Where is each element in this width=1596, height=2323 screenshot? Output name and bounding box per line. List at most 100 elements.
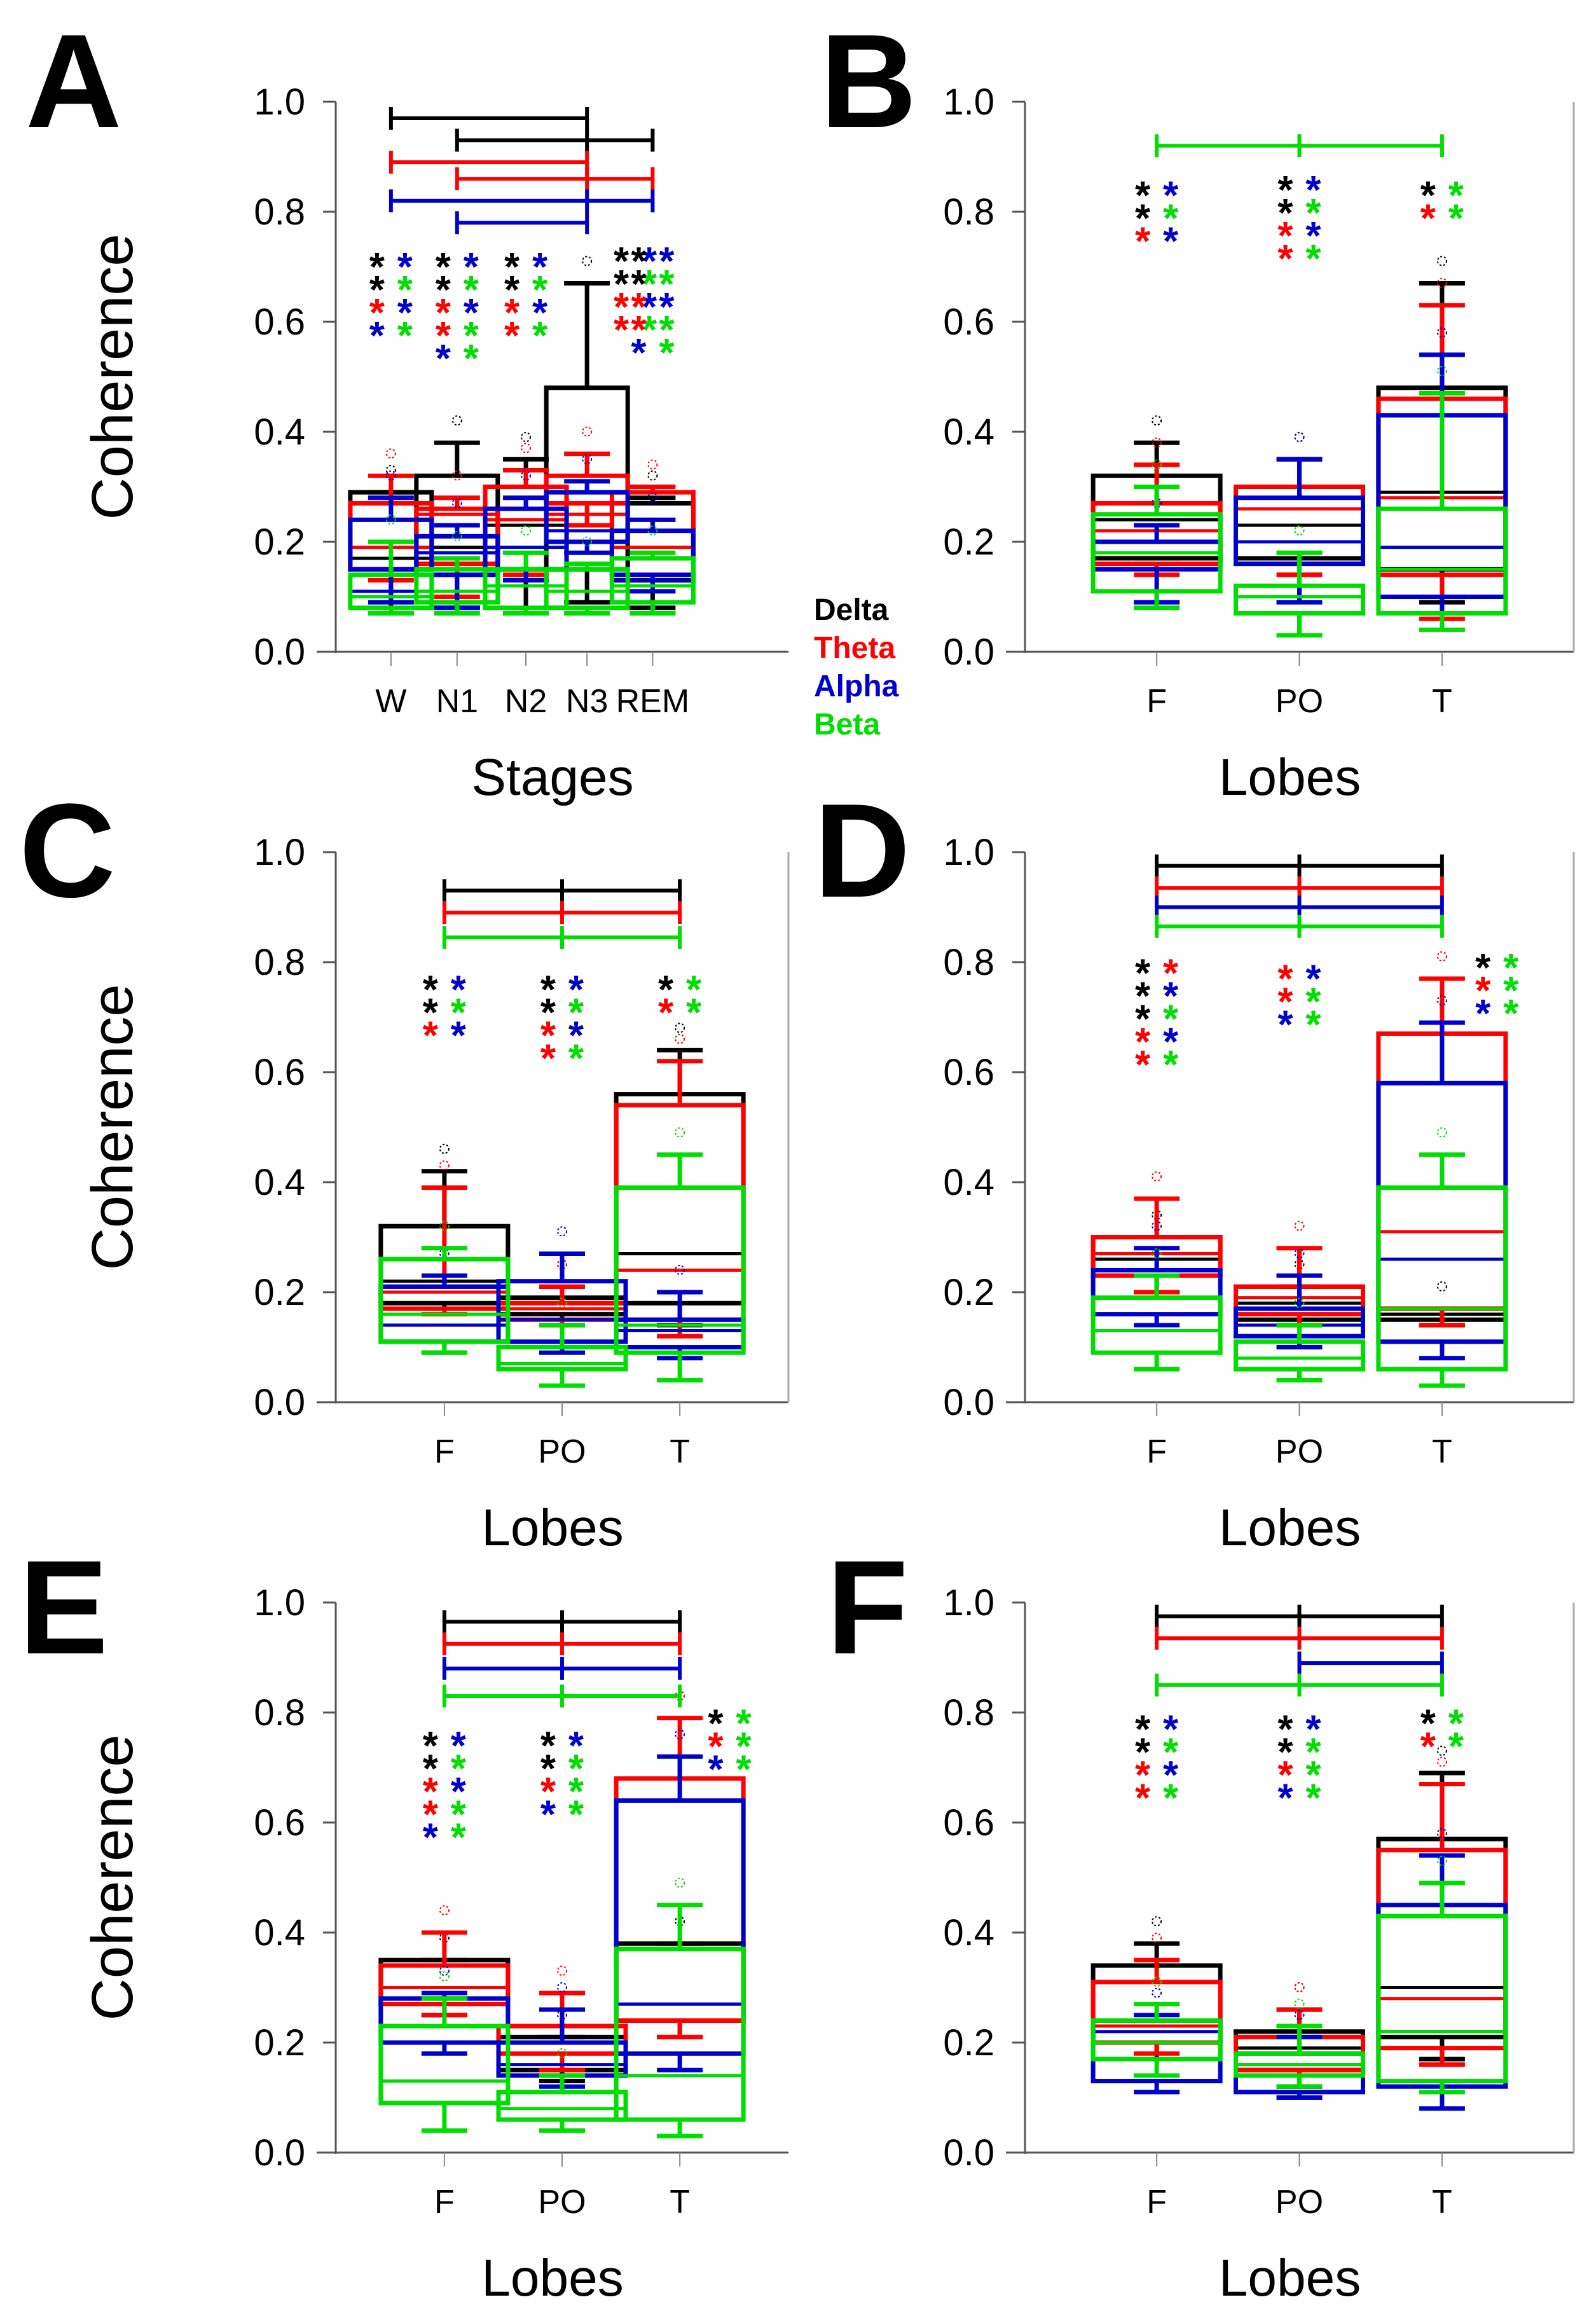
- outlier-point: [1436, 366, 1447, 376]
- significance-star: *: [464, 291, 479, 335]
- box-beta: [609, 556, 696, 605]
- significance-star: *: [659, 240, 675, 284]
- significance-star: *: [436, 291, 451, 335]
- significance-star: *: [1277, 980, 1293, 1024]
- box-alpha: [1090, 1267, 1223, 1317]
- significance-star: *: [1163, 1044, 1179, 1087]
- outlier-point: [1152, 1220, 1162, 1231]
- box-beta: [1376, 506, 1508, 616]
- outlier-point: [1436, 1127, 1447, 1138]
- outlier-point: [439, 1971, 450, 1982]
- legend-item-theta: Theta: [814, 631, 896, 665]
- y-tick-label: 0.4: [254, 411, 305, 453]
- significance-star: *: [451, 1793, 467, 1837]
- box-alpha: [414, 534, 500, 577]
- outlier-point: [451, 530, 462, 541]
- outlier-point: [1152, 1976, 1162, 1987]
- outlier-point: [675, 1877, 685, 1888]
- box-beta: [614, 1185, 746, 1355]
- outlier-point: [1294, 1248, 1305, 1259]
- outlier-point: [557, 1982, 567, 1993]
- box-theta: [544, 473, 630, 506]
- y-tick-label: 0.8: [943, 942, 994, 983]
- significance-star: *: [1163, 1753, 1179, 1797]
- outlier-point: [521, 525, 532, 536]
- outlier-point: [451, 415, 462, 426]
- y-tick-label: 0.6: [254, 1802, 305, 1844]
- x-tick-label: T: [670, 1433, 690, 1470]
- y-tick-label: 0.6: [943, 1802, 994, 1844]
- y-tick-label: 0.4: [943, 411, 994, 453]
- significance-star: *: [451, 1816, 467, 1859]
- significance-star: *: [1135, 196, 1151, 240]
- significance-star: *: [708, 1702, 724, 1746]
- outlier-point: [582, 536, 593, 547]
- significance-star: *: [397, 268, 413, 312]
- outlier-point: [439, 1966, 450, 1976]
- significance-star: *: [614, 240, 629, 284]
- significance-star: *: [568, 1747, 584, 1791]
- significance-star: *: [1163, 1730, 1179, 1774]
- significance-star: *: [540, 991, 556, 1035]
- significance-star: *: [397, 245, 413, 289]
- x-tick-label: F: [1146, 2184, 1167, 2221]
- significance-star: *: [631, 308, 647, 352]
- significance-star: *: [631, 240, 647, 284]
- significance-star: *: [568, 1037, 584, 1081]
- outlier-point: [1152, 1916, 1162, 1927]
- y-tick-label: 0.8: [254, 191, 305, 233]
- y-tick-label: 0.0: [254, 631, 305, 673]
- significance-star: *: [1135, 174, 1151, 217]
- outlier-point: [1294, 525, 1305, 536]
- significance-star: *: [1305, 1707, 1321, 1751]
- significance-star: *: [1277, 1776, 1293, 1820]
- outlier-point: [582, 256, 593, 266]
- significance-star: *: [540, 1724, 556, 1768]
- significance-star: *: [1475, 946, 1491, 990]
- significance-star: *: [540, 968, 556, 1012]
- significance-star: *: [1135, 975, 1151, 1019]
- significance-star: *: [1135, 1753, 1151, 1797]
- significance-star: *: [614, 263, 629, 307]
- x-tick-label: N2: [505, 683, 547, 720]
- box-theta: [614, 1776, 746, 2023]
- y-tick-label: 0.2: [943, 1272, 994, 1313]
- significance-star: *: [1163, 952, 1179, 996]
- significance-star: *: [423, 1816, 439, 1859]
- x-tick-label: T: [1432, 683, 1452, 720]
- legend-item-beta: Beta: [814, 708, 881, 741]
- significance-star: *: [504, 314, 520, 358]
- outlier-point: [1152, 1987, 1162, 1998]
- outlier-point: [385, 514, 396, 525]
- significance-star: *: [464, 245, 479, 289]
- x-tick-label: PO: [1276, 2184, 1323, 2221]
- outlier-point: [1436, 1281, 1447, 1292]
- significance-star: *: [642, 308, 657, 352]
- y-axis-title: Coherence: [80, 233, 145, 520]
- panel-label: E: [19, 1533, 108, 1682]
- y-axis-title: Coherence: [80, 984, 145, 1270]
- outlier-point: [1152, 437, 1162, 448]
- x-tick-label: N1: [436, 683, 478, 720]
- outlier-point: [451, 470, 462, 481]
- significance-star: *: [658, 968, 674, 1012]
- y-tick-label: 1.0: [254, 832, 305, 873]
- y-tick-label: 0.2: [943, 2022, 994, 2064]
- significance-star: *: [436, 314, 451, 358]
- x-tick-label: F: [434, 2184, 455, 2221]
- significance-star: *: [1135, 1707, 1151, 1751]
- significance-star: *: [1305, 980, 1321, 1024]
- y-tick-label: 0.8: [943, 1692, 994, 1734]
- significance-star: *: [1448, 1702, 1464, 1746]
- significance-star: *: [1503, 969, 1519, 1013]
- y-tick-label: 1.0: [943, 1582, 994, 1623]
- box-alpha: [614, 1798, 746, 2056]
- y-tick-label: 0.6: [943, 1052, 994, 1093]
- outlier-point: [521, 432, 532, 443]
- significance-star: *: [1305, 237, 1321, 281]
- significance-star: *: [1305, 1730, 1321, 1774]
- significance-star: *: [532, 245, 548, 289]
- significance-star: *: [423, 1770, 439, 1814]
- box-beta: [1234, 1339, 1365, 1372]
- significance-star: *: [1277, 1707, 1293, 1751]
